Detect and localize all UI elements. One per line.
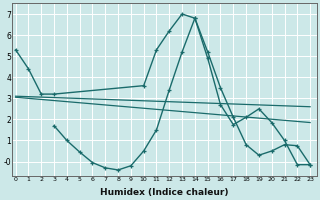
- X-axis label: Humidex (Indice chaleur): Humidex (Indice chaleur): [100, 188, 228, 197]
